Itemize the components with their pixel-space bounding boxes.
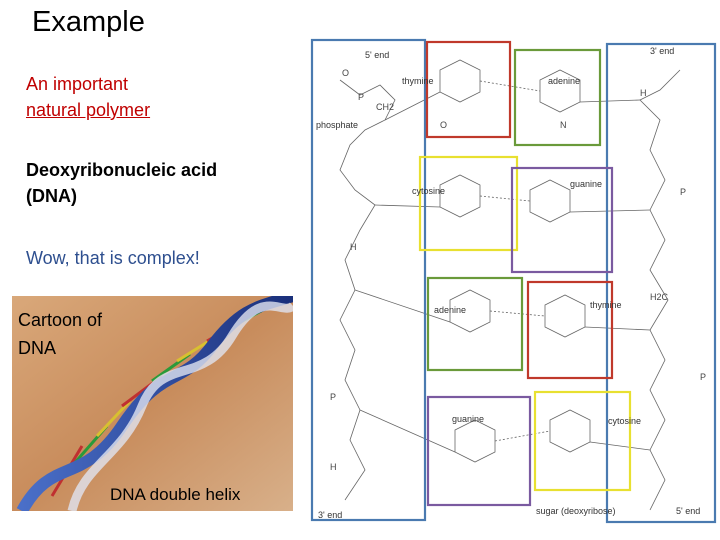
diagram-label: 3' end: [318, 510, 342, 520]
svg-text:H: H: [330, 462, 337, 472]
svg-text:P: P: [358, 92, 364, 102]
diagram-label: 5' end: [676, 506, 700, 516]
bonds: [339, 59, 681, 511]
diagram-label: 3' end: [650, 46, 674, 56]
diagram-label: cytosine: [608, 416, 641, 426]
svg-text:O: O: [440, 120, 447, 130]
svg-text:H: H: [350, 242, 357, 252]
svg-text:N: N: [560, 120, 567, 130]
intro-text: An important: [26, 74, 129, 94]
svg-text:P: P: [680, 187, 686, 197]
diagram-label: cytosine: [412, 186, 445, 196]
atoms: O P CH2 O N H P H H2C P P H: [330, 68, 706, 472]
svg-text:H: H: [640, 88, 647, 98]
svg-text:CH2: CH2: [376, 102, 394, 112]
heading: Deoxyribonucleic acid: [26, 160, 218, 180]
image-caption: Cartoon of: [18, 310, 103, 330]
image-caption: DNA double helix: [110, 485, 241, 504]
group-boxes: [310, 38, 717, 524]
svg-text:O: O: [342, 68, 349, 78]
slide-title: Example: [32, 6, 145, 38]
image-caption: DNA: [18, 338, 56, 358]
intro-text: natural polymer: [26, 100, 151, 120]
diagram-label: sugar (deoxyribose): [536, 506, 616, 516]
diagram-label: guanine: [570, 179, 602, 189]
diagram-label: guanine: [452, 414, 484, 424]
diagram-label: adenine: [548, 76, 580, 86]
svg-text:H2C: H2C: [650, 292, 669, 302]
diagram-label: phosphate: [316, 120, 358, 130]
diagram-label: 5' end: [365, 50, 389, 60]
diagram-label: thymine: [402, 76, 434, 86]
diagram-label: adenine: [434, 305, 466, 315]
dna-cartoon: Cartoon of DNA DNA double helix: [12, 296, 293, 511]
svg-text:P: P: [700, 372, 706, 382]
heading: (DNA): [26, 186, 77, 206]
remark: Wow, that is complex!: [26, 248, 200, 268]
svg-text:P: P: [330, 392, 336, 402]
diagram-label: thymine: [590, 300, 622, 310]
